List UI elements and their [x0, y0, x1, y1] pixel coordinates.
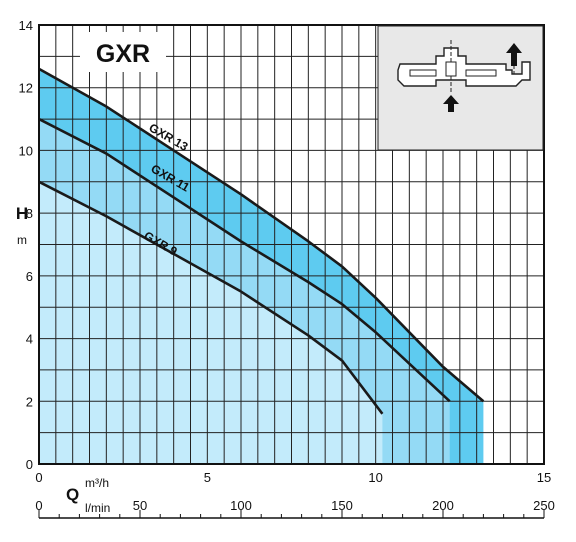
y-axis-label: H — [16, 204, 28, 223]
secondary-x-ticks: 0 50 100 150 200 250 — [35, 498, 555, 518]
secondary-x-tick-label: 100 — [230, 498, 252, 513]
secondary-x-tick-label: 0 — [35, 498, 42, 513]
secondary-x-tick-label: 50 — [133, 498, 147, 513]
plot-frame — [38, 24, 545, 465]
x-axis-unit-primary: m³/h — [85, 476, 109, 490]
y-axis-unit: m — [17, 233, 27, 247]
y-tick-label: 10 — [19, 143, 33, 158]
x-axis-unit-secondary: l/min — [85, 501, 110, 515]
x-tick-label: 10 — [368, 470, 382, 485]
y-tick-label: 2 — [26, 394, 33, 409]
x-tick-label: 15 — [537, 470, 551, 485]
inlet-arrow-icon — [443, 95, 459, 112]
x-tick-label: 0 — [35, 470, 42, 485]
y-tick-label: 6 — [26, 269, 33, 284]
y-tick-label: 14 — [19, 18, 33, 33]
y-tick-label: 12 — [19, 81, 33, 96]
y-tick-label: 8 — [26, 206, 33, 221]
pump-diagram-inset — [377, 25, 544, 151]
curve-areas — [39, 68, 484, 465]
chart-title: GXR — [96, 40, 150, 68]
y-tick-labels: 0 2 4 6 8 10 12 14 — [19, 18, 33, 472]
title-box — [80, 32, 166, 72]
curve-gxr-13 — [38, 67, 485, 403]
secondary-x-tick-label: 150 — [331, 498, 353, 513]
curve-gxr-11 — [38, 117, 451, 403]
area-gxr-9 — [39, 181, 383, 465]
x-axis-label: Q — [66, 485, 79, 504]
secondary-x-tick-label: 200 — [432, 498, 454, 513]
y-tick-label: 4 — [26, 332, 33, 347]
x-tick-label: 5 — [204, 470, 211, 485]
x-tick-labels: 0 5 10 15 — [35, 470, 551, 485]
secondary-x-tick-label: 250 — [533, 498, 555, 513]
curve-gxr-9 — [38, 180, 384, 415]
outlet-arrow-icon — [506, 43, 522, 66]
curve-lines — [38, 67, 485, 415]
y-tick-label: 0 — [26, 457, 33, 472]
